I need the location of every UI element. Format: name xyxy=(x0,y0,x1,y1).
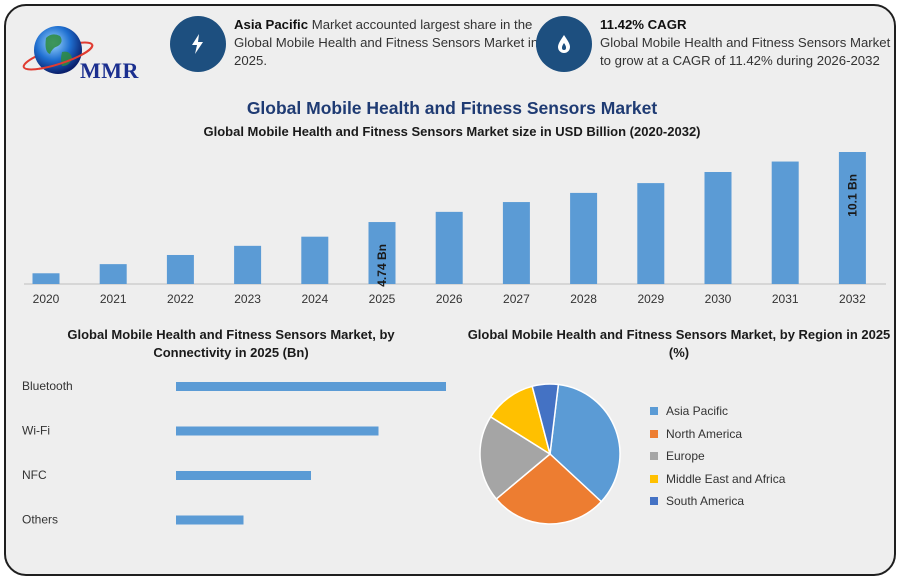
info-card-cagr: 11.42% CAGR Global Mobile Health and Fitn… xyxy=(536,16,894,72)
x-tick-label: 2032 xyxy=(839,292,866,306)
x-tick-label: 2027 xyxy=(503,292,530,306)
legend-swatch xyxy=(650,429,658,438)
legend-label: Europe xyxy=(666,449,705,464)
infographic-frame: MMR Asia Pacific Market accounted larges… xyxy=(4,4,896,576)
pie-slice-europe xyxy=(479,415,552,500)
pie-slice-south-america xyxy=(531,383,560,455)
x-tick-label: 2026 xyxy=(436,292,463,306)
legend-label: Middle East and Africa xyxy=(666,471,786,486)
x-tick-label: 2023 xyxy=(234,292,261,306)
bar-2025 xyxy=(368,222,396,284)
x-tick-label: 2021 xyxy=(100,292,127,306)
globe-icon xyxy=(22,26,94,74)
legend-item: Middle East and Africa xyxy=(650,468,785,491)
legend-swatch xyxy=(650,407,658,416)
hbar-others xyxy=(176,515,244,525)
x-tick-label: 2022 xyxy=(167,292,194,306)
x-tick-label: 2030 xyxy=(705,292,732,306)
legend-item: South America xyxy=(650,490,785,513)
x-tick-label: 2025 xyxy=(369,292,396,306)
market-size-bar-chart: 2020 2021 2022 2023 2024 2025 4.74 Bn 2026 2027 2… xyxy=(24,152,886,306)
brand-name: MMR xyxy=(80,58,139,83)
bar-2020 xyxy=(32,273,60,284)
bar-chart-title: Global Mobile Health and Fitness Sensors… xyxy=(203,124,701,139)
legend-label: North America xyxy=(666,426,743,441)
connectivity-bar-chart: Bluetooth Wi-Fi NFC Others xyxy=(22,379,446,527)
lightning-icon xyxy=(170,16,226,72)
legend-swatch xyxy=(650,474,658,483)
x-tick-label: 2024 xyxy=(301,292,328,306)
region-chart-title: Global Mobile Health and Fitness Sensors… xyxy=(467,327,891,360)
info-card-text: 11.42% CAGR Global Mobile Health and Fitn… xyxy=(600,17,891,68)
x-tick-label: 2031 xyxy=(772,292,799,306)
x-tick-label: 2029 xyxy=(637,292,664,306)
legend-swatch xyxy=(650,497,658,506)
connectivity-chart-title: Global Mobile Health and Fitness Sensors… xyxy=(67,327,395,360)
legend-item: North America xyxy=(650,423,785,446)
page-title: Global Mobile Health and Fitness Sensors… xyxy=(246,98,658,118)
bar-2032 xyxy=(838,152,866,284)
legend-label: Asia Pacific xyxy=(666,404,729,419)
region-pie-chart xyxy=(479,383,621,525)
y-tick-label: NFC xyxy=(22,468,47,482)
info-card-region: Asia Pacific Market accounted largest sh… xyxy=(170,16,540,72)
x-tick-label: 2020 xyxy=(33,292,60,306)
bar-2021 xyxy=(99,264,127,284)
bar-2022 xyxy=(166,254,194,284)
y-tick-label: Others xyxy=(22,513,58,527)
bar-data-label: 4.74 Bn xyxy=(375,244,389,287)
flame-drop-icon xyxy=(536,16,592,72)
mmr-logo: MMR xyxy=(20,16,150,86)
hbar-bluetooth xyxy=(176,382,446,391)
bar-2023 xyxy=(234,245,262,284)
x-tick-label: 2028 xyxy=(570,292,597,306)
region-legend: Asia Pacific North America Europe Middle Ea… xyxy=(650,400,785,513)
bar-data-label: 10.1 Bn xyxy=(845,174,859,217)
bar-2028 xyxy=(570,192,598,284)
legend-label: South America xyxy=(666,494,745,509)
hbar-nfc xyxy=(176,471,311,480)
bar-2029 xyxy=(637,183,665,284)
bar-2027 xyxy=(502,202,530,284)
bar-2031 xyxy=(771,161,799,284)
y-tick-label: Wi-Fi xyxy=(22,424,50,438)
bar-2026 xyxy=(435,211,463,284)
y-tick-label: Bluetooth xyxy=(22,379,73,393)
info-card-text: Asia Pacific Market accounted largest sh… xyxy=(234,17,539,68)
pie-slice-north-america xyxy=(495,453,603,525)
bar-2024 xyxy=(301,236,329,284)
legend-item: Asia Pacific xyxy=(650,400,785,423)
legend-item: Europe xyxy=(650,445,785,468)
hbar-wifi xyxy=(176,426,379,436)
bar-2030 xyxy=(704,171,732,284)
legend-swatch xyxy=(650,452,658,461)
pie-slice-asia-pacific xyxy=(549,383,621,503)
